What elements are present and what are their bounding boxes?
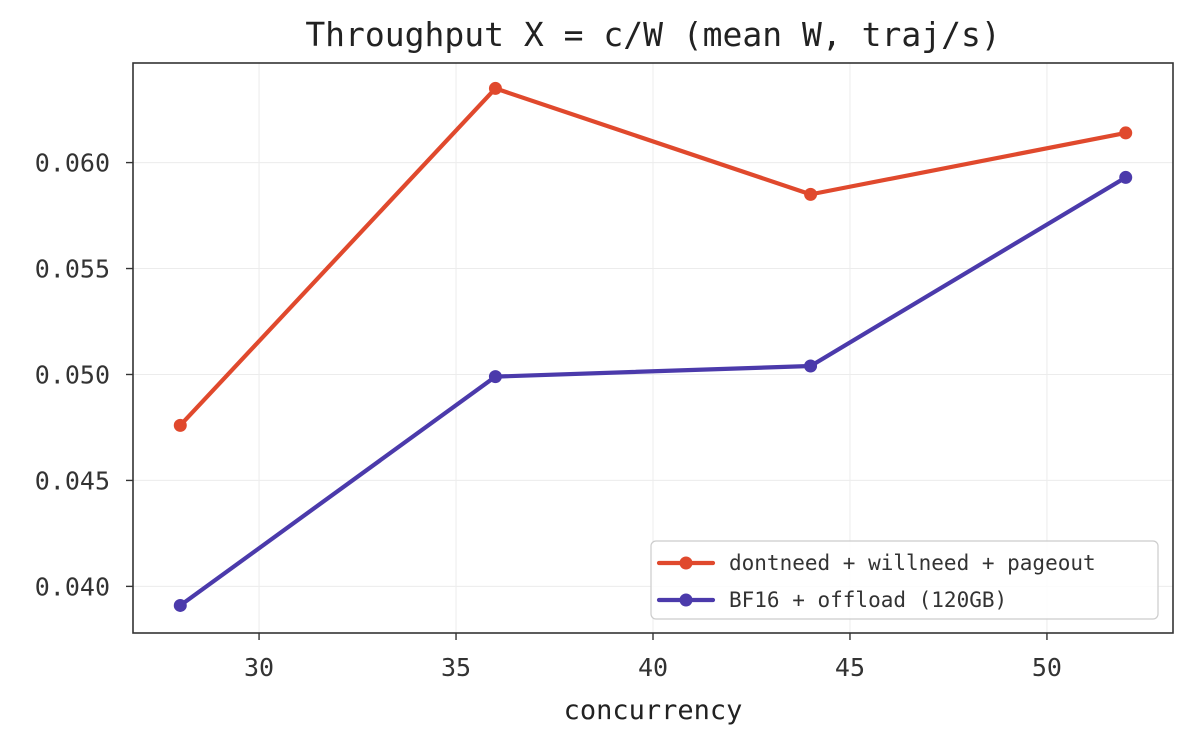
x-tick-label: 45: [835, 653, 865, 682]
y-tick-label: 0.045: [35, 466, 110, 495]
data-point: [1119, 170, 1133, 184]
data-point: [488, 81, 502, 95]
y-tick-label: 0.055: [35, 255, 110, 284]
legend-marker: [679, 593, 693, 607]
series-group: [173, 170, 1133, 612]
legend: dontneed + willneed + pageout BF16 + offl…: [650, 540, 1159, 620]
x-tick-label: 35: [441, 653, 471, 682]
series-lines: [173, 81, 1133, 612]
legend-label: dontneed + willneed + pageout: [729, 551, 1096, 575]
data-point: [488, 370, 502, 384]
series-group: [173, 81, 1133, 432]
y-axis-ticks: 0.040 0.045 0.050 0.055 0.060: [35, 149, 133, 601]
x-tick-label: 40: [638, 653, 668, 682]
data-point: [173, 418, 187, 432]
y-tick-label: 0.040: [35, 572, 110, 601]
x-axis-ticks: 30 35 40 45 50: [244, 633, 1062, 682]
legend-items: dontneed + willneed + pageout BF16 + offl…: [656, 551, 1096, 612]
y-tick-label: 0.050: [35, 360, 110, 389]
data-point: [804, 187, 818, 201]
data-point: [173, 598, 187, 612]
chart-title: Throughput X = c/W (mean W, traj/s): [305, 15, 1000, 54]
data-point: [804, 359, 818, 373]
y-tick-label: 0.060: [35, 149, 110, 178]
series-line: [178, 175, 1128, 608]
legend-label: BF16 + offload (120GB): [729, 588, 1007, 612]
x-tick-label: 30: [244, 653, 274, 682]
x-axis-label: concurrency: [564, 695, 743, 726]
x-tick-label: 50: [1032, 653, 1062, 682]
data-point: [1119, 126, 1133, 140]
legend-marker: [679, 556, 693, 570]
series-line: [178, 86, 1128, 428]
legend-box: [650, 540, 1159, 620]
